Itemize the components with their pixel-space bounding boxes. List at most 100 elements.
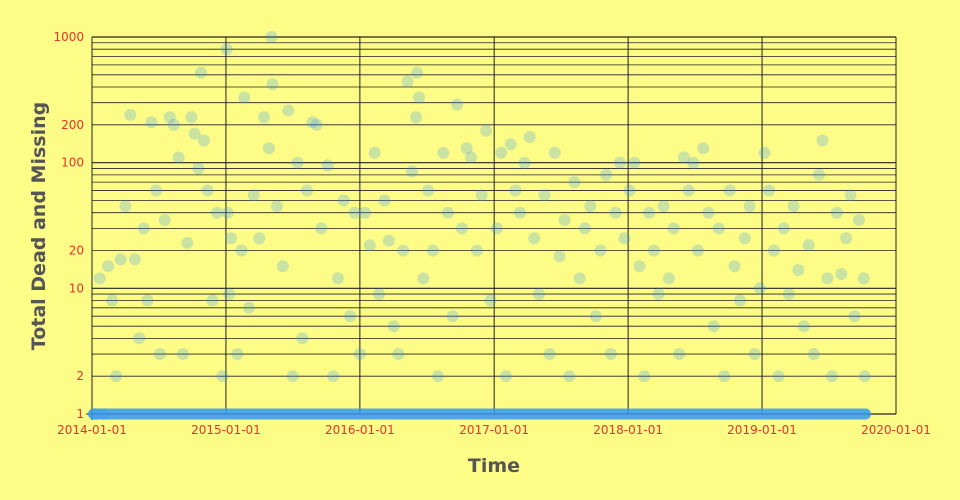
grid (86, 36, 897, 420)
data-point (153, 348, 166, 360)
data-point (723, 184, 736, 197)
data-point (150, 184, 163, 197)
data-point (835, 268, 848, 280)
data-point (753, 282, 766, 295)
data-point (206, 294, 219, 307)
data-point (600, 168, 613, 181)
data-point (499, 370, 512, 383)
x-tick-label: 2015-01-01 (191, 423, 261, 437)
data-point (460, 142, 473, 155)
data-point (106, 294, 119, 307)
data-point (772, 370, 785, 383)
data-point (707, 320, 720, 333)
data-point (258, 111, 271, 124)
data-point (553, 250, 566, 263)
data-point (738, 232, 751, 245)
data-point (172, 151, 185, 164)
data-point (509, 184, 522, 197)
data-point (821, 272, 834, 285)
data-point (437, 146, 450, 159)
data-point (734, 294, 746, 307)
data-point (410, 111, 422, 124)
data-point (614, 156, 626, 169)
data-point (93, 272, 106, 285)
data-point (528, 232, 541, 245)
data-point (455, 222, 468, 235)
data-point (748, 348, 761, 360)
data-point (225, 232, 238, 245)
data-point (181, 236, 194, 249)
data-point (382, 234, 395, 247)
data-point (102, 260, 115, 273)
data-point (604, 348, 617, 360)
data-point (852, 214, 865, 226)
data-point (426, 244, 439, 257)
data-point (763, 184, 775, 197)
data-point (128, 253, 141, 266)
data-point (543, 348, 556, 360)
data-point (802, 239, 815, 252)
y-tick-label: 100 (61, 156, 84, 170)
data-point (558, 214, 571, 226)
data-point (137, 222, 150, 235)
data-point (235, 244, 248, 257)
data-point (124, 108, 137, 121)
data-point (262, 142, 275, 155)
data-point (282, 104, 295, 117)
data-point (441, 206, 454, 219)
data-point (167, 118, 180, 131)
data-point (677, 151, 690, 164)
data-point (484, 294, 497, 307)
data-point (687, 156, 700, 169)
data-point (451, 98, 464, 111)
data-point (378, 194, 391, 207)
data-point (848, 310, 861, 323)
data-point (807, 348, 820, 360)
data-point (812, 168, 825, 181)
data-point (243, 301, 256, 314)
data-point (490, 222, 503, 235)
data-point (110, 370, 123, 383)
data-point (728, 260, 741, 273)
y-tick-label: 200 (61, 118, 84, 132)
data-point (363, 239, 376, 252)
data-point (158, 214, 171, 226)
y-tick-label: 10 (69, 281, 84, 295)
data-point (253, 232, 266, 245)
data-point (643, 206, 655, 219)
data-point (247, 189, 260, 202)
data-point (858, 370, 871, 383)
data-point (119, 200, 132, 213)
data-point (697, 142, 710, 155)
data-point (718, 370, 731, 383)
data-point (321, 159, 334, 172)
data-point (432, 370, 444, 383)
data-point (315, 222, 328, 235)
data-point (220, 43, 233, 56)
data-point (504, 138, 517, 151)
data-point (548, 146, 561, 159)
data-point (411, 66, 424, 79)
data-point (767, 244, 780, 257)
data-point (712, 222, 725, 235)
data-point (628, 156, 641, 169)
data-point (777, 222, 790, 235)
data-point (211, 206, 224, 219)
data-point (538, 189, 551, 202)
x-axis-title: Time (468, 455, 520, 477)
data-points (87, 31, 872, 420)
x-tick-label: 2018-01-01 (593, 423, 663, 437)
data-point (662, 272, 675, 285)
data-point (667, 222, 680, 235)
x-tick-label: 2019-01-01 (727, 423, 797, 437)
data-point (331, 272, 344, 285)
data-point (844, 189, 857, 202)
tick-labels: 2014-01-01 2015-01-01 2016-01-01 2017-01-01… (53, 30, 930, 437)
data-point (623, 184, 636, 197)
data-point (609, 206, 622, 219)
data-point (397, 244, 410, 257)
y-tick-label: 1 (76, 407, 84, 421)
data-point (446, 310, 459, 323)
